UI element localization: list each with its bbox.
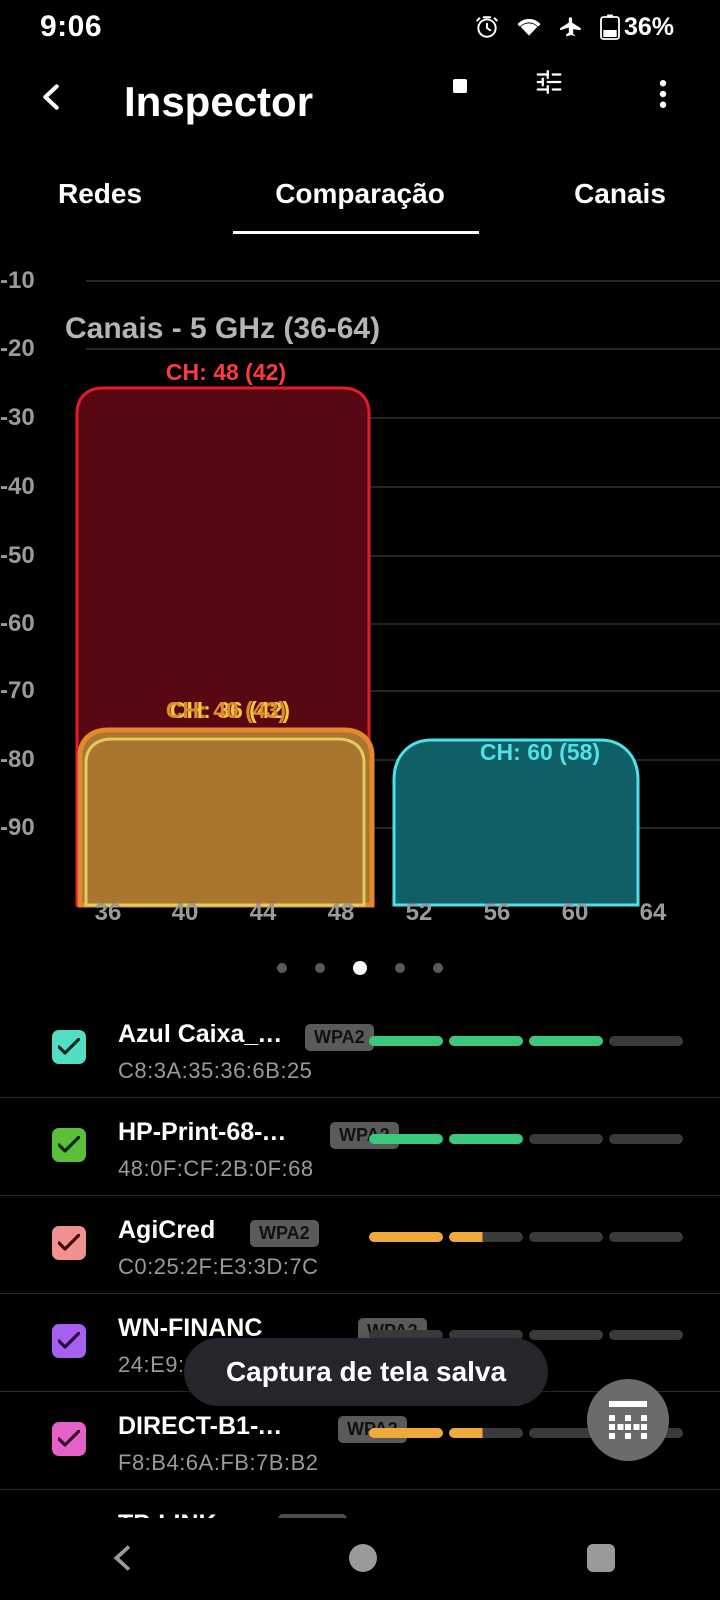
svg-text:-10: -10	[0, 267, 35, 294]
svg-text:-20: -20	[0, 335, 35, 362]
svg-text:-50: -50	[0, 542, 35, 569]
svg-text:56: 56	[484, 899, 511, 925]
svg-text:-60: -60	[0, 610, 35, 637]
svg-text:40: 40	[172, 899, 199, 925]
svg-text:-70: -70	[0, 677, 35, 704]
svg-text:44: 44	[250, 899, 277, 925]
svg-text:CH: 40 (43): CH: 40 (43)	[166, 697, 286, 723]
svg-text:CH: 48 (42): CH: 48 (42)	[166, 359, 286, 385]
svg-text:60: 60	[562, 899, 589, 925]
svg-text:-80: -80	[0, 746, 35, 773]
svg-text:48: 48	[328, 899, 355, 925]
svg-text:64: 64	[640, 899, 667, 925]
svg-text:36: 36	[95, 899, 122, 925]
svg-text:CH: 60 (58): CH: 60 (58)	[480, 739, 600, 765]
svg-text:-40: -40	[0, 473, 35, 500]
svg-text:52: 52	[406, 899, 433, 925]
svg-text:Canais - 5 GHz (36-64): Canais - 5 GHz (36-64)	[65, 312, 380, 345]
svg-text:-90: -90	[0, 814, 35, 841]
svg-text:-30: -30	[0, 404, 35, 431]
